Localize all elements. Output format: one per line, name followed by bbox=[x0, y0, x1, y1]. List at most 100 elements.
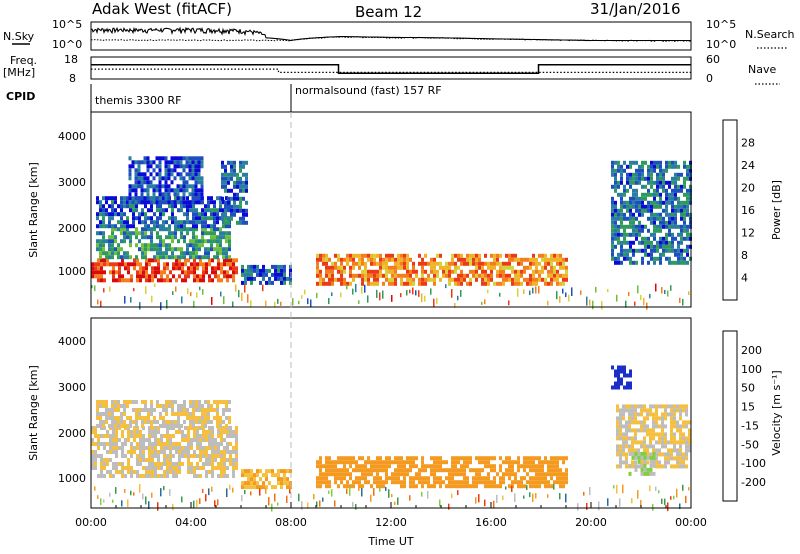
power-cell-1 bbox=[228, 239, 231, 244]
power-cell-7 bbox=[611, 252, 614, 257]
velocity-cell-1 bbox=[171, 420, 174, 424]
velocity-cell-0 bbox=[223, 458, 226, 462]
power-cell-7 bbox=[674, 252, 677, 257]
velocity-cell-3 bbox=[544, 472, 547, 477]
power-cell-2 bbox=[102, 224, 105, 229]
power-cell-6 bbox=[439, 277, 442, 282]
power-cell-6 bbox=[526, 281, 529, 286]
velocity-cell-6 bbox=[643, 463, 647, 468]
velocity-speckle bbox=[265, 487, 267, 494]
power-cell-1 bbox=[192, 235, 195, 240]
power-speckle bbox=[301, 295, 303, 299]
velocity-cell-3 bbox=[520, 480, 523, 485]
power-cell-0 bbox=[157, 278, 160, 283]
power-cell-2 bbox=[177, 220, 180, 225]
power-cell-0 bbox=[94, 266, 97, 271]
velocity-cell-0 bbox=[187, 438, 190, 442]
power-cell-4 bbox=[224, 184, 227, 189]
power-cell-6 bbox=[349, 253, 352, 258]
velocity-cell-0 bbox=[184, 450, 187, 454]
velocity-speckle bbox=[286, 495, 288, 504]
power-cell-3 bbox=[155, 200, 159, 205]
power-cell-3 bbox=[176, 160, 180, 165]
power-cell-0 bbox=[169, 278, 172, 283]
power-cell-0 bbox=[220, 270, 223, 275]
velocity-cell-0 bbox=[130, 474, 133, 478]
velocity-cell-0 bbox=[121, 454, 124, 458]
velocity-cell-3 bbox=[376, 464, 379, 469]
power-cell-0 bbox=[124, 262, 127, 267]
power-cell-7 bbox=[638, 204, 641, 209]
power-cell-2 bbox=[123, 220, 126, 225]
power-cell-6 bbox=[328, 265, 331, 270]
power-cell-2 bbox=[201, 212, 204, 217]
power-cell-3 bbox=[170, 160, 174, 165]
power-cell-4 bbox=[242, 164, 245, 169]
power-cell-6 bbox=[526, 265, 529, 270]
velocity-cell-0 bbox=[187, 450, 190, 454]
velocity-cell-0 bbox=[175, 470, 178, 474]
power-cell-6 bbox=[496, 253, 499, 258]
velocity-cell-1 bbox=[147, 412, 150, 416]
power-cell-5 bbox=[250, 280, 253, 285]
velocity-cell-0 bbox=[133, 426, 136, 430]
power-cell-6 bbox=[376, 273, 379, 278]
power-cell-1 bbox=[159, 227, 162, 232]
velocity-cell-3 bbox=[391, 472, 394, 477]
power-cell-7 bbox=[683, 248, 686, 253]
velocity-cell-3 bbox=[496, 484, 499, 489]
velocity-cell-1 bbox=[105, 412, 108, 416]
power-cell-7 bbox=[644, 196, 647, 201]
velocity-cell-0 bbox=[139, 462, 142, 466]
power-speckle bbox=[508, 300, 510, 306]
velocity-cell-1 bbox=[144, 408, 147, 412]
power-cell-1 bbox=[219, 239, 222, 244]
power-cell-7 bbox=[614, 232, 617, 237]
velocity-cell-5 bbox=[673, 408, 676, 413]
power-cell-1 bbox=[156, 251, 159, 256]
power-cell-2 bbox=[201, 208, 204, 213]
power-cell-6 bbox=[340, 257, 343, 262]
velocity-cell-0 bbox=[112, 462, 115, 466]
power-cell-4 bbox=[221, 184, 224, 189]
power-cell-2 bbox=[177, 208, 180, 213]
power-cell-6 bbox=[427, 277, 430, 282]
power-cell-0 bbox=[121, 274, 124, 279]
velocity-cell-0 bbox=[163, 454, 166, 458]
power-cell-7 bbox=[686, 172, 689, 177]
velocity-cell-0 bbox=[190, 466, 193, 470]
velocity-cell-0 bbox=[94, 462, 97, 466]
power-cell-3 bbox=[155, 188, 159, 193]
velocity-cell-0 bbox=[196, 446, 199, 450]
velocity-cell-3 bbox=[400, 480, 403, 485]
velocity-cell-5 bbox=[670, 428, 673, 433]
power-cell-2 bbox=[210, 216, 213, 221]
power-cell-1 bbox=[126, 227, 129, 232]
power-cell-0 bbox=[214, 274, 217, 279]
velocity-cell-5 bbox=[685, 464, 688, 469]
power-cell-2 bbox=[126, 216, 129, 221]
velocity-cell-0 bbox=[148, 434, 151, 438]
velocity-speckle bbox=[451, 493, 453, 499]
power-speckle bbox=[94, 285, 96, 292]
power-cell-6 bbox=[367, 273, 370, 278]
freq-tick-high: 18 bbox=[64, 53, 78, 66]
power-cell-6 bbox=[322, 257, 325, 262]
power-cell-6 bbox=[550, 257, 553, 262]
power-cell-7 bbox=[638, 228, 641, 233]
velocity-cell-3 bbox=[544, 456, 547, 461]
velocity-cell-3 bbox=[343, 484, 346, 489]
power-cell-3 bbox=[200, 196, 204, 201]
power-cell-6 bbox=[469, 277, 472, 282]
velocity-cell-6 bbox=[646, 471, 650, 476]
power-cell-3 bbox=[143, 176, 147, 181]
power-cell-7 bbox=[617, 184, 620, 189]
velocity-speckle bbox=[388, 489, 390, 498]
velocity-cell-0 bbox=[94, 426, 97, 430]
power-cell-4 bbox=[227, 196, 230, 201]
power-cell-0 bbox=[97, 270, 100, 275]
power-cell-6 bbox=[373, 253, 376, 258]
power-cell-1 bbox=[225, 231, 228, 236]
velocity-cell-5 bbox=[673, 444, 676, 449]
velocity-cell-3 bbox=[565, 456, 568, 461]
